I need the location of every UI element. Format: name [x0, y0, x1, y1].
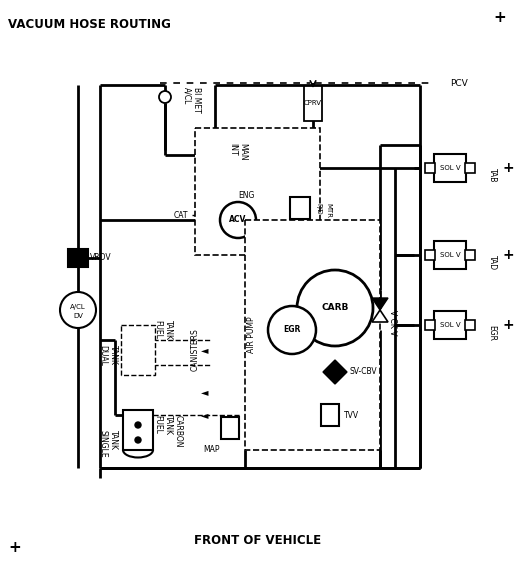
Text: DV: DV [73, 313, 83, 319]
Text: INT: INT [229, 143, 237, 155]
Circle shape [268, 306, 316, 354]
Text: DUAL: DUAL [98, 345, 108, 366]
Text: ◄: ◄ [201, 410, 209, 420]
Text: CANISTERS: CANISTERS [191, 329, 199, 371]
Text: BI MET: BI MET [193, 87, 201, 113]
Bar [68, 249, 88, 267]
Text: CARB: CARB [321, 303, 349, 312]
Bar [434, 241, 466, 269]
Text: TANK: TANK [109, 430, 117, 450]
Text: ENG: ENG [238, 190, 255, 199]
Bar [425, 163, 435, 173]
Bar [121, 325, 155, 375]
Circle shape [60, 292, 96, 328]
Bar [123, 410, 153, 450]
Text: V CK V: V CK V [387, 310, 397, 336]
Text: TAB: TAB [488, 168, 496, 182]
Circle shape [220, 202, 256, 238]
Circle shape [135, 422, 141, 428]
Bar [425, 320, 435, 330]
Circle shape [135, 357, 141, 363]
Text: EGR: EGR [488, 325, 496, 341]
Text: FRONT OF VEHICLE: FRONT OF VEHICLE [195, 533, 321, 546]
Text: ◄: ◄ [201, 387, 209, 397]
Bar [321, 404, 339, 426]
Text: A/CL: A/CL [70, 304, 86, 310]
Text: ACV: ACV [229, 215, 247, 224]
Text: SINGLE: SINGLE [98, 430, 108, 458]
Text: A/CL: A/CL [182, 87, 192, 105]
Text: +: + [9, 541, 22, 555]
Polygon shape [372, 298, 388, 310]
Text: +: + [493, 11, 506, 25]
Circle shape [297, 270, 373, 346]
Text: TVV: TVV [344, 411, 359, 419]
Text: SOL V: SOL V [440, 322, 460, 328]
Text: AIR PUMP: AIR PUMP [248, 317, 256, 353]
Circle shape [135, 437, 141, 443]
Bar [195, 128, 320, 255]
Text: P/D: P/D [315, 203, 321, 215]
Circle shape [159, 91, 171, 103]
Text: SOL V: SOL V [440, 252, 460, 258]
Text: FUEL: FUEL [153, 415, 163, 434]
Text: FUEL: FUEL [153, 320, 163, 339]
Text: VRDV: VRDV [90, 254, 112, 263]
Text: TAD: TAD [488, 255, 496, 270]
Bar [465, 320, 475, 330]
Bar [304, 85, 322, 120]
Text: CAT: CAT [174, 211, 188, 219]
Text: TANK: TANK [163, 415, 173, 435]
Text: VACUUM HOSE ROUTING: VACUUM HOSE ROUTING [8, 18, 171, 31]
Text: PCV: PCV [450, 79, 468, 88]
Bar [434, 154, 466, 182]
Bar [245, 220, 380, 450]
Bar [465, 250, 475, 260]
Text: ◄: ◄ [201, 345, 209, 355]
Text: +: + [502, 161, 513, 175]
Bar [425, 250, 435, 260]
Text: SOL V: SOL V [440, 165, 460, 171]
Bar [465, 163, 475, 173]
Polygon shape [372, 310, 388, 322]
Text: SV-CBV: SV-CBV [350, 367, 377, 376]
Text: TANK: TANK [109, 345, 117, 365]
Text: CPRV: CPRV [304, 100, 322, 106]
Text: CARBON: CARBON [174, 415, 182, 447]
Circle shape [197, 137, 233, 173]
Text: TANK: TANK [163, 320, 173, 340]
Text: EGR: EGR [283, 325, 301, 334]
Circle shape [135, 337, 141, 343]
Text: +: + [502, 318, 513, 332]
Bar [123, 328, 153, 372]
Bar [290, 197, 310, 219]
Bar [221, 417, 239, 439]
Text: MAN: MAN [238, 143, 248, 160]
Text: +: + [502, 248, 513, 262]
Text: MAP: MAP [203, 445, 220, 454]
Text: MTR: MTR [325, 203, 331, 218]
Polygon shape [323, 360, 347, 384]
Bar [434, 311, 466, 339]
